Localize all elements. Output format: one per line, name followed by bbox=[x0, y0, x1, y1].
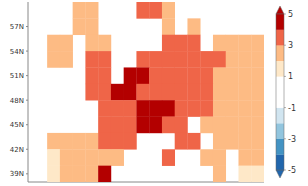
svg-text:48N: 48N bbox=[10, 97, 24, 105]
svg-text:57N: 57N bbox=[10, 23, 24, 31]
svg-text:-1: -1 bbox=[288, 104, 296, 113]
svg-text:45N: 45N bbox=[10, 121, 24, 129]
svg-text:51N: 51N bbox=[10, 72, 24, 80]
svg-text:54N: 54N bbox=[10, 48, 24, 56]
svg-text:1: 1 bbox=[288, 72, 293, 81]
svg-text:-3: -3 bbox=[288, 135, 296, 144]
svg-text:42N: 42N bbox=[10, 146, 24, 154]
svg-text:39N: 39N bbox=[10, 170, 24, 178]
svg-text:5: 5 bbox=[288, 10, 293, 19]
svg-text:3: 3 bbox=[288, 41, 293, 50]
svg-text:-5: -5 bbox=[288, 166, 296, 175]
